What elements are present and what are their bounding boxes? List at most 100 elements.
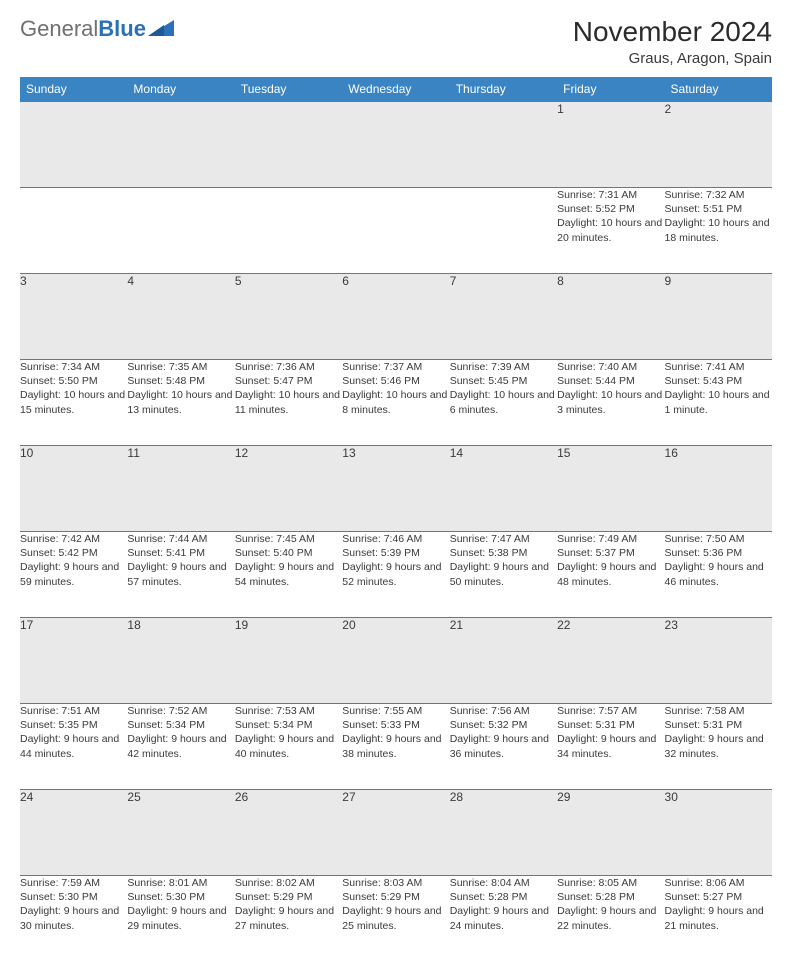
day-number-cell: 16	[665, 446, 772, 532]
daylight-text: Daylight: 9 hours and 44 minutes.	[20, 732, 127, 760]
day-detail-cell	[127, 188, 234, 274]
day-number-cell: 25	[127, 790, 234, 876]
brand-part2: Blue	[98, 16, 146, 41]
day-number-cell: 15	[557, 446, 664, 532]
daylight-text: Daylight: 9 hours and 27 minutes.	[235, 904, 342, 932]
sunset-text: Sunset: 5:43 PM	[665, 374, 772, 388]
day-detail-cell: Sunrise: 7:41 AMSunset: 5:43 PMDaylight:…	[665, 360, 772, 446]
daylight-text: Daylight: 9 hours and 52 minutes.	[342, 560, 449, 588]
day-detail-cell: Sunrise: 7:49 AMSunset: 5:37 PMDaylight:…	[557, 532, 664, 618]
daylight-text: Daylight: 9 hours and 24 minutes.	[450, 904, 557, 932]
day-number-cell: 10	[20, 446, 127, 532]
day-detail-cell: Sunrise: 7:44 AMSunset: 5:41 PMDaylight:…	[127, 532, 234, 618]
day-number-cell	[235, 102, 342, 188]
sunset-text: Sunset: 5:39 PM	[342, 546, 449, 560]
day-detail-cell: Sunrise: 8:03 AMSunset: 5:29 PMDaylight:…	[342, 876, 449, 962]
sunrise-text: Sunrise: 7:42 AM	[20, 532, 127, 546]
daylight-text: Daylight: 10 hours and 3 minutes.	[557, 388, 664, 416]
day-number-cell	[450, 102, 557, 188]
sunset-text: Sunset: 5:37 PM	[557, 546, 664, 560]
day-detail-cell	[342, 188, 449, 274]
sunset-text: Sunset: 5:30 PM	[20, 890, 127, 904]
day-number-cell: 20	[342, 618, 449, 704]
day-detail-cell: Sunrise: 7:40 AMSunset: 5:44 PMDaylight:…	[557, 360, 664, 446]
sunrise-text: Sunrise: 7:44 AM	[127, 532, 234, 546]
sunset-text: Sunset: 5:34 PM	[235, 718, 342, 732]
sunset-text: Sunset: 5:44 PM	[557, 374, 664, 388]
day-detail-cell: Sunrise: 7:57 AMSunset: 5:31 PMDaylight:…	[557, 704, 664, 790]
day-number-cell: 5	[235, 274, 342, 360]
weekday-header: Wednesday	[342, 77, 449, 102]
day-number-cell: 28	[450, 790, 557, 876]
sunrise-text: Sunrise: 7:40 AM	[557, 360, 664, 374]
day-detail-cell: Sunrise: 7:50 AMSunset: 5:36 PMDaylight:…	[665, 532, 772, 618]
sunrise-text: Sunrise: 7:31 AM	[557, 188, 664, 202]
weekday-header: Saturday	[665, 77, 772, 102]
sunrise-text: Sunrise: 8:03 AM	[342, 876, 449, 890]
sunrise-text: Sunrise: 7:39 AM	[450, 360, 557, 374]
brand-triangle-icon	[148, 18, 174, 41]
day-number-cell: 1	[557, 102, 664, 188]
day-number-cell: 24	[20, 790, 127, 876]
title-block: November 2024 Graus, Aragon, Spain	[573, 16, 772, 67]
daylight-text: Daylight: 9 hours and 29 minutes.	[127, 904, 234, 932]
day-detail-cell: Sunrise: 7:51 AMSunset: 5:35 PMDaylight:…	[20, 704, 127, 790]
day-number-cell: 26	[235, 790, 342, 876]
sunrise-text: Sunrise: 7:51 AM	[20, 704, 127, 718]
day-detail-cell: Sunrise: 8:02 AMSunset: 5:29 PMDaylight:…	[235, 876, 342, 962]
daylight-text: Daylight: 10 hours and 8 minutes.	[342, 388, 449, 416]
sunrise-text: Sunrise: 7:49 AM	[557, 532, 664, 546]
sunset-text: Sunset: 5:33 PM	[342, 718, 449, 732]
sunrise-text: Sunrise: 7:50 AM	[665, 532, 772, 546]
sunrise-text: Sunrise: 7:59 AM	[20, 876, 127, 890]
daylight-text: Daylight: 9 hours and 46 minutes.	[665, 560, 772, 588]
day-detail-cell	[235, 188, 342, 274]
weekday-header: Tuesday	[235, 77, 342, 102]
sunrise-text: Sunrise: 8:02 AM	[235, 876, 342, 890]
day-number-cell: 4	[127, 274, 234, 360]
day-detail-cell: Sunrise: 7:58 AMSunset: 5:31 PMDaylight:…	[665, 704, 772, 790]
brand-part1: General	[20, 16, 98, 41]
day-detail-cell: Sunrise: 7:55 AMSunset: 5:33 PMDaylight:…	[342, 704, 449, 790]
day-number-cell: 27	[342, 790, 449, 876]
sunrise-text: Sunrise: 7:56 AM	[450, 704, 557, 718]
day-number-cell	[342, 102, 449, 188]
day-detail-cell: Sunrise: 7:52 AMSunset: 5:34 PMDaylight:…	[127, 704, 234, 790]
sunset-text: Sunset: 5:51 PM	[665, 202, 772, 216]
daylight-text: Daylight: 10 hours and 15 minutes.	[20, 388, 127, 416]
weekday-header: Sunday	[20, 77, 127, 102]
day-detail-cell: Sunrise: 7:56 AMSunset: 5:32 PMDaylight:…	[450, 704, 557, 790]
sunset-text: Sunset: 5:30 PM	[127, 890, 234, 904]
sunrise-text: Sunrise: 7:47 AM	[450, 532, 557, 546]
daylight-text: Daylight: 9 hours and 40 minutes.	[235, 732, 342, 760]
day-detail-row: Sunrise: 7:42 AMSunset: 5:42 PM Daylight:…	[20, 532, 772, 618]
daylight-text: Daylight: 9 hours and 36 minutes.	[450, 732, 557, 760]
sunrise-text: Sunrise: 7:35 AM	[127, 360, 234, 374]
sunrise-text: Sunrise: 8:06 AM	[665, 876, 772, 890]
daylight-text: Daylight: 10 hours and 11 minutes.	[235, 388, 342, 416]
daylight-text: Daylight: 9 hours and 34 minutes.	[557, 732, 664, 760]
day-detail-cell: Sunrise: 7:32 AMSunset: 5:51 PMDaylight:…	[665, 188, 772, 274]
day-number-cell	[127, 102, 234, 188]
day-detail-cell: Sunrise: 7:47 AMSunset: 5:38 PMDaylight:…	[450, 532, 557, 618]
day-detail-cell: Sunrise: 7:35 AMSunset: 5:48 PMDaylight:…	[127, 360, 234, 446]
brand-logo: GeneralBlue	[20, 16, 174, 42]
sunrise-text: Sunrise: 8:01 AM	[127, 876, 234, 890]
day-number-cell: 19	[235, 618, 342, 704]
day-number-cell: 21	[450, 618, 557, 704]
day-number-row: 12	[20, 102, 772, 188]
calendar-body: 12Sunrise: 7:31 AMSunset: 5:52 PMDayligh…	[20, 102, 772, 962]
sunset-text: Sunset: 5:42 PM	[20, 546, 127, 560]
day-number-row: 3456789	[20, 274, 772, 360]
daylight-text: Daylight: 9 hours and 50 minutes.	[450, 560, 557, 588]
daylight-text: Daylight: 9 hours and 38 minutes.	[342, 732, 449, 760]
sunrise-text: Sunrise: 7:34 AM	[20, 360, 127, 374]
sunrise-text: Sunrise: 7:58 AM	[665, 704, 772, 718]
day-detail-cell: Sunrise: 8:06 AMSunset: 5:27 PMDaylight:…	[665, 876, 772, 962]
day-detail-cell: Sunrise: 8:01 AMSunset: 5:30 PMDaylight:…	[127, 876, 234, 962]
daylight-text: Daylight: 10 hours and 1 minute.	[665, 388, 772, 416]
day-number-cell: 13	[342, 446, 449, 532]
weekday-header: Monday	[127, 77, 234, 102]
daylight-text: Daylight: 9 hours and 22 minutes.	[557, 904, 664, 932]
weekday-header: Thursday	[450, 77, 557, 102]
